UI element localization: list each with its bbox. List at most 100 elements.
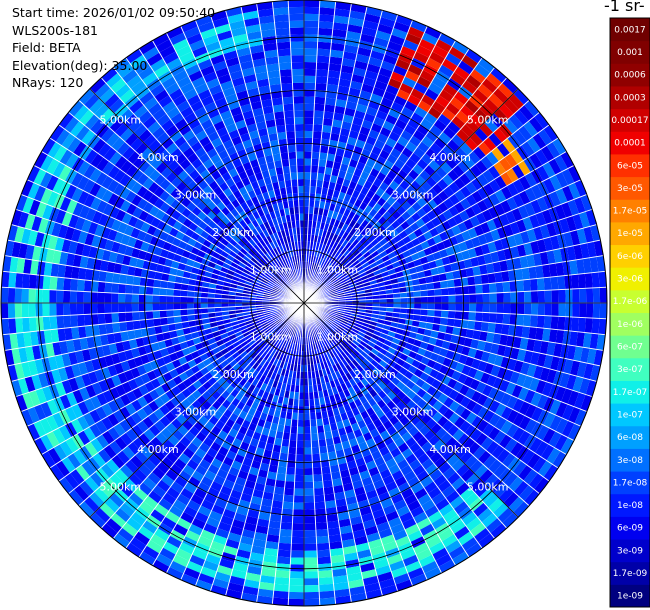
beta-gate-cell xyxy=(334,442,344,452)
beta-gate-cell xyxy=(576,258,585,275)
beta-gate-cell xyxy=(406,308,415,315)
beta-gate-cell xyxy=(263,484,275,494)
beta-gate-cell xyxy=(255,525,269,535)
beta-gate-cell xyxy=(504,153,518,168)
beta-gate-cell xyxy=(500,237,511,250)
beta-gate-cell xyxy=(361,261,370,269)
beta-gate-cell xyxy=(470,390,482,403)
beta-gate-cell xyxy=(522,375,534,390)
beta-gate-cell xyxy=(433,281,441,290)
beta-gate-cell xyxy=(526,453,541,469)
beta-gate-cell xyxy=(431,76,447,90)
beta-gate-cell xyxy=(297,419,304,427)
beta-gate-cell xyxy=(318,316,325,323)
beta-gate-cell xyxy=(375,258,384,266)
beta-gate-cell xyxy=(443,408,455,421)
beta-gate-cell xyxy=(386,441,398,453)
beta-gate-cell xyxy=(586,241,597,258)
beta-gate-cell xyxy=(368,444,380,454)
beta-gate-cell xyxy=(370,122,383,134)
beta-gate-cell xyxy=(319,145,329,154)
beta-gate-cell xyxy=(207,303,215,309)
beta-gate-cell xyxy=(339,163,349,173)
beta-gate-cell xyxy=(379,126,392,138)
beta-gate-cell xyxy=(543,237,554,252)
beta-gate-cell xyxy=(445,102,461,116)
beta-gate-cell xyxy=(403,124,417,136)
beta-gate-cell xyxy=(561,168,575,186)
beta-gate-cell xyxy=(530,278,538,292)
beta-gate-cell xyxy=(512,129,527,146)
beta-gate-cell xyxy=(296,447,304,455)
beta-gate-cell xyxy=(324,104,336,113)
beta-gate-cell xyxy=(335,148,345,157)
beta-gate-cell xyxy=(365,254,374,262)
beta-gate-cell xyxy=(556,357,567,373)
beta-gate-cell xyxy=(304,529,317,538)
beta-gate-cell xyxy=(347,344,356,352)
beta-gate-cell xyxy=(336,272,343,279)
beta-gate-cell xyxy=(325,319,332,325)
beta-gate-cell xyxy=(537,128,553,146)
beta-gate-cell xyxy=(403,324,412,332)
beta-gate-cell xyxy=(304,213,309,221)
beta-gate-cell xyxy=(583,226,594,243)
beta-gate-cell xyxy=(477,507,493,523)
beta-gate-cell xyxy=(343,290,352,295)
beta-gate-cell xyxy=(152,310,161,319)
beta-gate-cell xyxy=(42,289,50,303)
beta-gate-cell xyxy=(348,17,365,27)
beta-gate-cell xyxy=(281,347,287,355)
beta-gate-cell xyxy=(450,441,463,454)
beta-gate-cell xyxy=(442,466,457,480)
beta-gate-cell xyxy=(320,275,326,282)
beta-gate-cell xyxy=(435,166,448,179)
beta-gate-cell xyxy=(438,131,452,145)
beta-gate-cell xyxy=(304,130,314,138)
beta-gate-cell xyxy=(548,263,558,278)
beta-gate-cell xyxy=(345,251,353,260)
beta-gate-cell xyxy=(378,310,387,316)
beta-gate-cell xyxy=(558,289,566,303)
beta-gate-cell xyxy=(289,571,304,579)
beta-gate-cell xyxy=(405,141,418,153)
beta-gate-cell xyxy=(255,475,267,485)
beta-gate-cell xyxy=(561,201,573,218)
beta-gate-cell xyxy=(409,152,422,164)
beta-gate-cell xyxy=(352,375,361,384)
beta-gate-cell xyxy=(309,192,316,201)
beta-gate-cell xyxy=(438,64,455,78)
beta-gate-cell xyxy=(326,246,333,254)
beta-gate-cell xyxy=(293,392,300,400)
beta-gate-cell xyxy=(365,303,373,307)
beta-gate-cell xyxy=(467,347,477,359)
beta-gate-cell xyxy=(325,253,332,262)
beta-gate-cell xyxy=(514,325,524,338)
beta-gate-cell xyxy=(479,122,494,138)
beta-gate-cell xyxy=(292,516,304,524)
beta-gate-cell xyxy=(436,212,448,224)
beta-gate-cell xyxy=(404,70,420,83)
beta-gate-cell xyxy=(276,367,283,376)
beta-gate-cell xyxy=(229,489,243,500)
beta-gate-cell xyxy=(349,283,357,289)
beta-gate-cell xyxy=(487,165,501,180)
beta-gate-cell xyxy=(340,319,349,325)
beta-gate-cell xyxy=(124,303,133,313)
beta-gate-cell xyxy=(492,502,509,518)
beta-gate-cell xyxy=(315,319,321,327)
beta-gate-cell xyxy=(326,336,333,344)
beta-gate-cell xyxy=(430,171,443,184)
beta-gate-cell xyxy=(342,339,351,347)
beta-gate-cell xyxy=(273,590,289,599)
beta-gate-cell xyxy=(329,247,335,256)
beta-gate-cell xyxy=(286,467,296,475)
beta-gate-cell xyxy=(389,34,406,46)
beta-gate-cell xyxy=(436,354,446,365)
beta-gate-cell xyxy=(264,442,274,452)
beta-gate-cell xyxy=(459,395,471,409)
beta-gate-cell xyxy=(243,579,260,589)
beta-gate-cell xyxy=(367,495,381,507)
beta-gate-cell xyxy=(327,316,334,322)
beta-gate-cell xyxy=(344,107,356,117)
